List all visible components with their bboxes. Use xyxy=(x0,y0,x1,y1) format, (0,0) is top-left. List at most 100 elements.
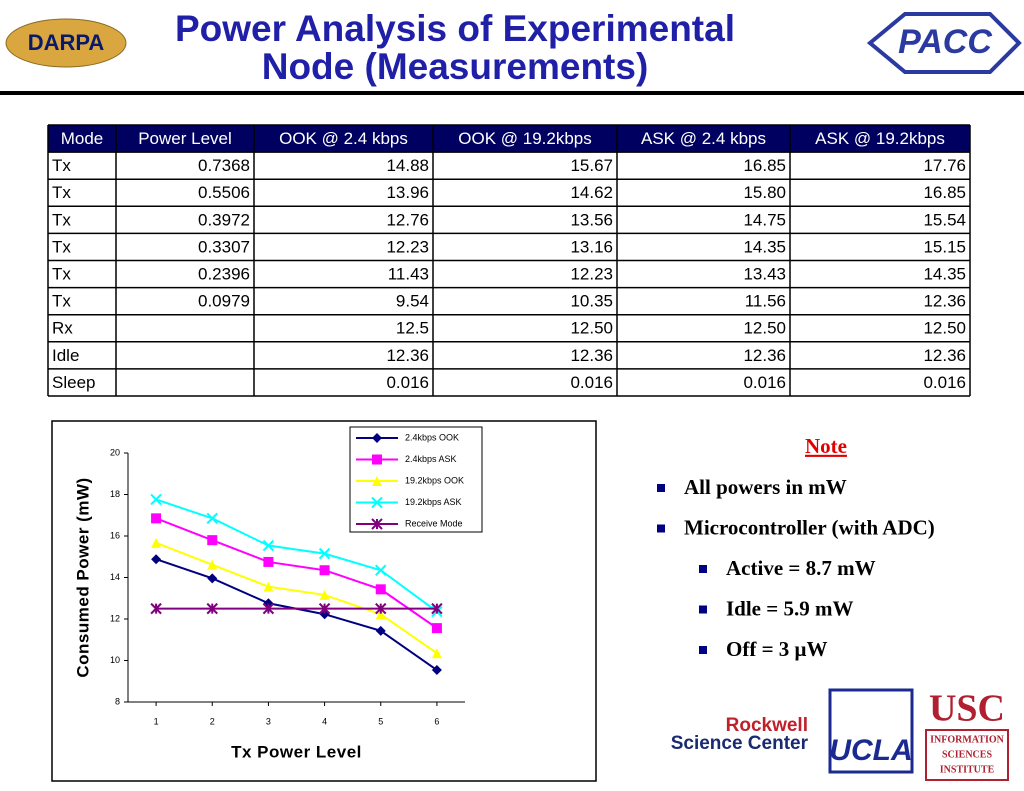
note-item: Off = 3 μW xyxy=(726,637,827,661)
marker xyxy=(151,537,162,548)
note-heading: Note xyxy=(805,434,847,458)
ucla-text: UCLA xyxy=(829,734,912,767)
column-header: ASK @ 19.2kbps xyxy=(815,129,945,148)
legend-box xyxy=(349,426,483,533)
series-line xyxy=(155,541,438,655)
darpa-text: DARPA xyxy=(28,30,105,55)
table-cell: Tx xyxy=(52,210,71,229)
legend-label: 19.2kbps OOK xyxy=(405,475,464,485)
isi-text: INFORMATION xyxy=(930,734,1004,745)
table-cell: 13.56 xyxy=(570,210,613,229)
marker xyxy=(262,539,275,552)
marker xyxy=(371,496,383,509)
isi-text: SCIENCES xyxy=(942,749,992,760)
pacc-logo xyxy=(866,12,1022,74)
table-cell: 15.15 xyxy=(923,237,966,256)
table-cell: 9.54 xyxy=(396,292,429,311)
table-cell: 15.54 xyxy=(923,210,966,229)
table-cell: 0.0979 xyxy=(198,292,250,311)
marker xyxy=(375,584,386,595)
marker xyxy=(375,625,386,636)
table-cell: 12.36 xyxy=(570,346,613,365)
column-header: Mode xyxy=(61,129,104,148)
table-cell: 11.56 xyxy=(745,292,786,311)
x-tick-label: 5 xyxy=(378,716,383,726)
table-cell: 0.016 xyxy=(570,373,613,392)
table-cell: 13.43 xyxy=(743,265,786,284)
marker xyxy=(207,573,218,584)
table-cell: Idle xyxy=(52,346,79,365)
table-cell: Tx xyxy=(52,237,71,256)
chart-frame xyxy=(51,420,597,782)
x-tick-label: 3 xyxy=(266,716,271,726)
table-cell: 14.62 xyxy=(570,183,613,202)
marker xyxy=(431,665,442,676)
x-tick-label: 4 xyxy=(322,716,327,726)
marker xyxy=(206,602,218,615)
table-cell: 12.50 xyxy=(923,319,966,338)
marker xyxy=(262,602,275,615)
x-tick-label: 6 xyxy=(434,716,439,726)
legend-label: 19.2kbps ASK xyxy=(405,497,462,507)
rockwell-text: Rockwell xyxy=(726,715,808,736)
table-cell: 0.7368 xyxy=(198,156,250,175)
bullet xyxy=(699,646,707,654)
isi-box xyxy=(925,729,1009,781)
marker xyxy=(151,554,162,565)
table-cell: 12.36 xyxy=(923,346,966,365)
table-cell: Tx xyxy=(52,183,71,202)
table-cell: 0.5506 xyxy=(198,183,250,202)
y-tick-label: 14 xyxy=(110,572,120,582)
table-cell: 10.35 xyxy=(570,292,613,311)
x-tick-label: 2 xyxy=(210,716,215,726)
marker xyxy=(151,513,162,524)
table-cell: 16.85 xyxy=(923,183,966,202)
marker xyxy=(431,648,442,659)
table-cell: Tx xyxy=(52,292,71,311)
note-item: Microcontroller (with ADC) xyxy=(684,515,935,539)
table-cell: 12.36 xyxy=(923,292,966,311)
table-header xyxy=(48,125,970,153)
rule xyxy=(0,91,1024,95)
table-cell: 12.36 xyxy=(386,346,429,365)
usc-text: USC xyxy=(929,688,1005,730)
table-cell: 0.3307 xyxy=(198,237,250,256)
table-cell: 15.67 xyxy=(570,156,613,175)
table-cell: 16.85 xyxy=(743,156,786,175)
darpa-logo xyxy=(5,18,127,68)
table-cell: Tx xyxy=(52,156,71,175)
table-cell: 15.80 xyxy=(743,183,786,202)
y-tick-label: 12 xyxy=(110,613,120,623)
table-cell: 0.2396 xyxy=(198,265,250,284)
legend-label: Receive Mode xyxy=(405,518,463,528)
bullet xyxy=(657,484,665,492)
marker xyxy=(318,547,331,560)
series-line xyxy=(155,517,438,629)
table-cell: 12.5 xyxy=(396,319,429,338)
column-header: OOK @ 2.4 kbps xyxy=(279,129,408,148)
table-cell: 13.96 xyxy=(386,183,429,202)
y-tick-label: 10 xyxy=(110,655,120,665)
table-cell: 14.35 xyxy=(923,265,966,284)
table-cell: Rx xyxy=(52,319,73,338)
table-cell: 14.75 xyxy=(743,210,786,229)
marker xyxy=(371,518,383,530)
note-item: All powers in mW xyxy=(684,475,847,499)
table-cell: 13.16 xyxy=(570,237,613,256)
rockwell-text: Science Center xyxy=(671,733,809,754)
table-cell: 0.016 xyxy=(386,373,429,392)
bullet xyxy=(657,524,665,533)
ucla-logo xyxy=(828,688,914,774)
slide-title: Power Analysis of Experimental Node (Mea… xyxy=(175,8,735,87)
table-cell: Tx xyxy=(52,265,71,284)
note-item: Idle = 5.9 mW xyxy=(726,596,853,620)
table-cell: 0.016 xyxy=(743,373,786,392)
legend-label: 2.4kbps ASK xyxy=(405,454,457,464)
marker xyxy=(150,602,162,615)
x-tick-label: 1 xyxy=(154,716,159,726)
marker xyxy=(375,602,387,615)
pacc-text: PACC xyxy=(898,23,992,61)
isi-text: INSTITUTE xyxy=(940,764,995,775)
marker xyxy=(150,493,162,506)
